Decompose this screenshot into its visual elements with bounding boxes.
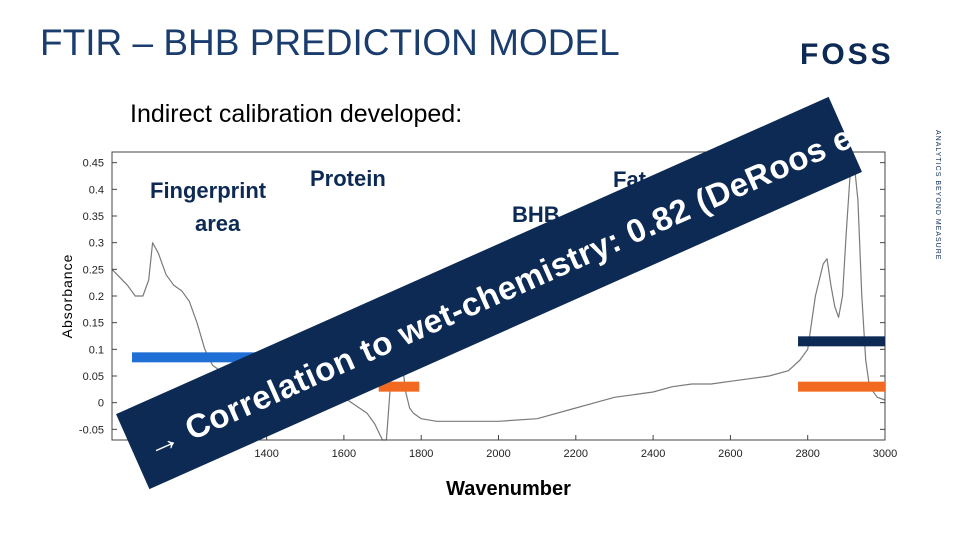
band-bhb-orange bbox=[378, 381, 420, 392]
x-axis-label: Wavenumber bbox=[446, 478, 571, 500]
y-tick-label: 0.15 bbox=[83, 318, 104, 330]
y-tick-label: 0.25 bbox=[83, 264, 104, 276]
y-tick-label: 0.2 bbox=[89, 291, 104, 303]
x-tick-label: 2600 bbox=[718, 448, 742, 460]
correlation-banner: → Correlation to wet-chemistry: 0.82 (De… bbox=[116, 55, 960, 490]
y-tick-label: 0.45 bbox=[83, 158, 104, 170]
slide-title: FTIR – BHB PREDICTION MODEL bbox=[40, 22, 620, 63]
band-fat-navy bbox=[798, 336, 885, 347]
x-tick-label: 2800 bbox=[795, 448, 819, 460]
y-tick-label: 0.4 bbox=[89, 184, 104, 196]
y-axis-label: Absorbance bbox=[59, 254, 75, 339]
band-fingerprint bbox=[132, 352, 302, 363]
x-tick-label: 1600 bbox=[332, 448, 356, 460]
band-fat-orange bbox=[798, 381, 885, 392]
protein-label: Protein bbox=[310, 166, 386, 191]
fingerprint-label: Fingerprint bbox=[150, 178, 267, 203]
y-tick-label: 0 bbox=[98, 398, 104, 410]
x-tick-label: 3000 bbox=[873, 448, 897, 460]
x-tick-label: 1400 bbox=[254, 448, 278, 460]
x-tick-label: 2000 bbox=[486, 448, 510, 460]
x-tick-label: 2400 bbox=[641, 448, 665, 460]
fingerprint-area-label: area bbox=[195, 211, 241, 236]
foss-logo: FOSS bbox=[800, 38, 894, 71]
y-tick-label: 0.1 bbox=[89, 344, 104, 356]
x-tick-label: 1800 bbox=[409, 448, 433, 460]
subtitle: Indirect calibration developed: bbox=[130, 100, 463, 128]
y-tick-label: -0.05 bbox=[79, 424, 104, 436]
axis-layer: -0.0500.050.10.150.20.250.30.350.40.4512… bbox=[59, 151, 897, 500]
tagline: ANALYTICS BEYOND MEASURE bbox=[934, 130, 941, 261]
y-tick-label: 0.3 bbox=[89, 238, 104, 250]
y-tick-label: 0.05 bbox=[83, 371, 104, 383]
y-tick-label: 0.35 bbox=[83, 211, 104, 223]
banner-background bbox=[116, 96, 862, 490]
x-tick-label: 2200 bbox=[564, 448, 588, 460]
